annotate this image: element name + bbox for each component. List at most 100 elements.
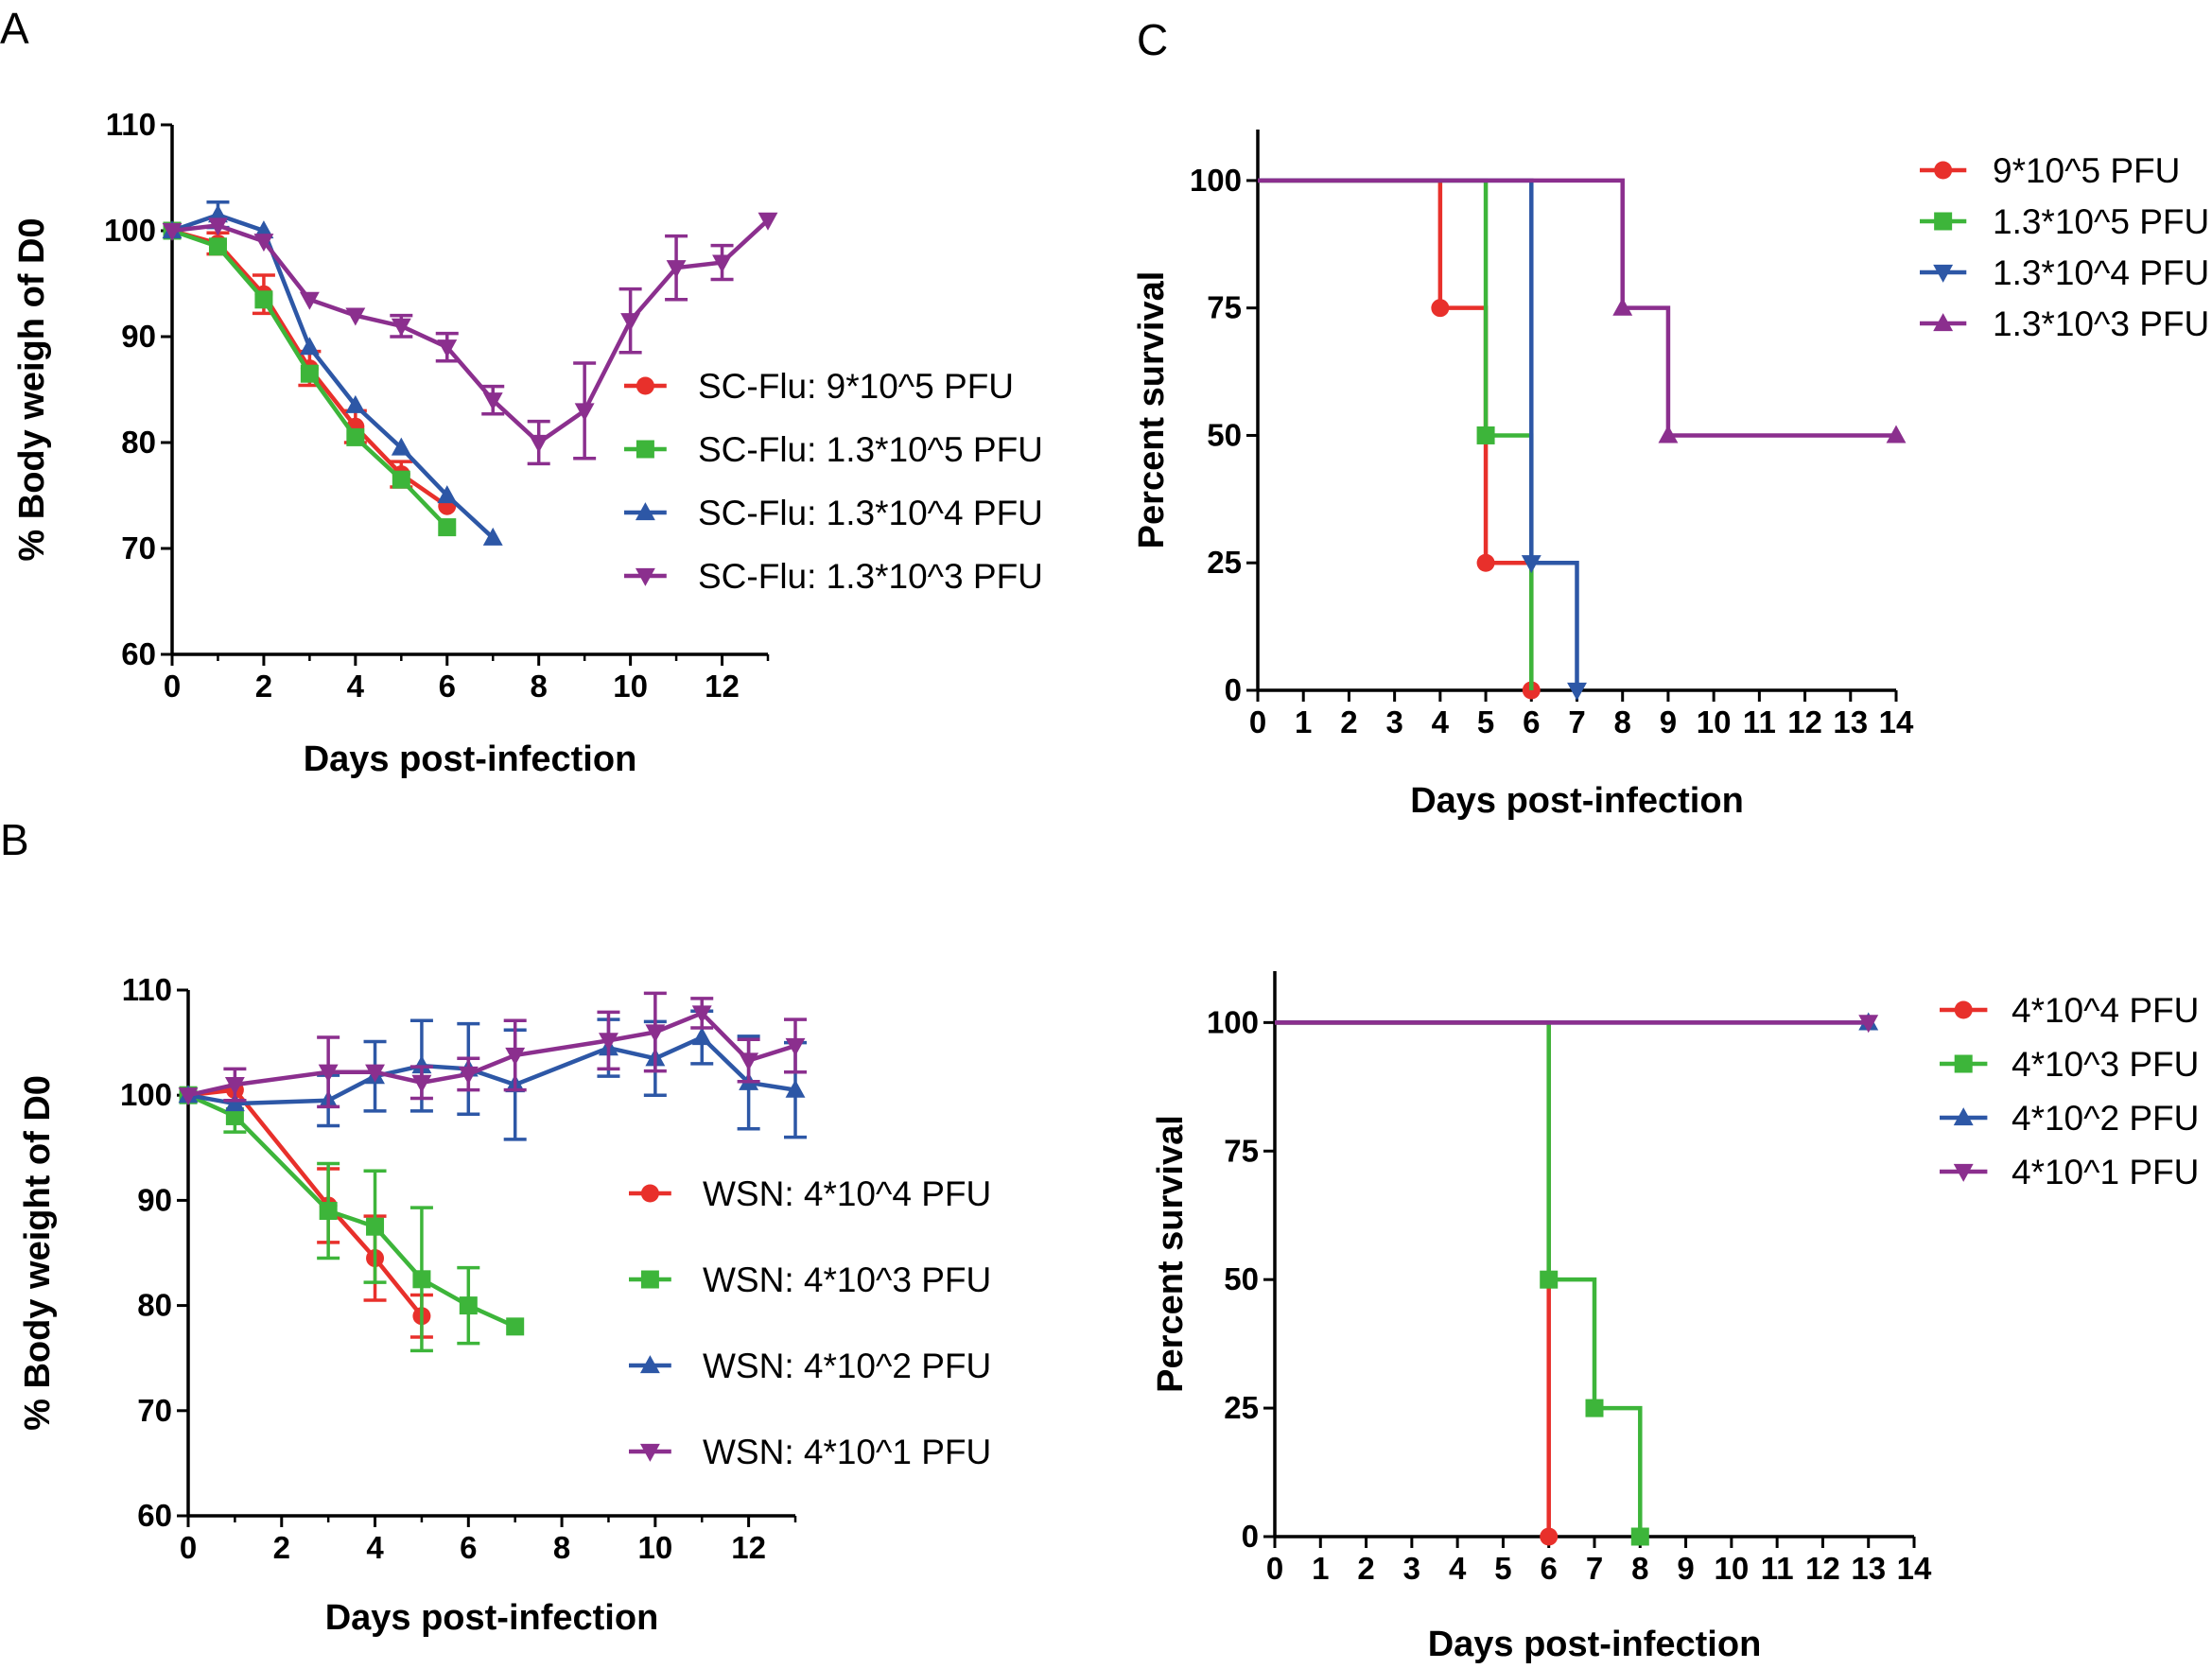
- series-3: [1258, 178, 1907, 443]
- x-tick-label: 5: [1494, 1551, 1511, 1586]
- data-point: [785, 1037, 806, 1056]
- y-axis-title: Percent survival: [1132, 271, 1172, 549]
- series-1: [1275, 1020, 1649, 1546]
- y-tick-label: 50: [1207, 417, 1242, 452]
- x-tick-label: 1: [1295, 704, 1312, 739]
- panel-letter-a: A: [0, 4, 29, 53]
- x-tick-label: 8: [1614, 704, 1631, 739]
- data-point: [299, 337, 320, 356]
- data-point: [1630, 1527, 1649, 1546]
- x-tick-label: 2: [273, 1530, 290, 1565]
- data-point: [1431, 299, 1450, 318]
- y-tick-label: 110: [122, 972, 172, 1007]
- y-tick-label: 100: [1207, 1004, 1259, 1039]
- legend-item-2: 1.3*10^4 PFU: [1920, 253, 2209, 292]
- x-tick-label: 10: [637, 1530, 672, 1565]
- x-tick-label: 9: [1677, 1551, 1694, 1586]
- data-point: [458, 1066, 479, 1085]
- data-point: [162, 222, 183, 241]
- legend-marker: [1934, 161, 1953, 180]
- data-point: [208, 217, 228, 236]
- data-point: [505, 1047, 526, 1066]
- data-point: [482, 392, 503, 411]
- chart-b-body-weight-wsn: 60 70 80 90 100 110 0 2 4 6 8 10 12 Days post-infecti…: [18, 972, 991, 1638]
- data-point: [482, 527, 503, 546]
- y-tick-label: 0: [1242, 1519, 1259, 1554]
- legend-label: 1.3*10^5 PFU: [1993, 202, 2209, 241]
- panel-letter-b: B: [0, 815, 29, 864]
- y-tick-label: 80: [121, 425, 156, 460]
- y-tick-label: 70: [137, 1393, 172, 1428]
- data-point: [365, 1064, 385, 1083]
- series-0: [179, 1081, 433, 1339]
- panel-letter-c: C: [1137, 15, 1168, 64]
- y-tick-label: 100: [104, 213, 156, 248]
- data-point: [411, 1055, 432, 1074]
- x-tick-label: 13: [1851, 1551, 1886, 1586]
- x-tick-label: 0: [1249, 704, 1266, 739]
- legend-marker: [1954, 1000, 1973, 1019]
- x-tick-label: 8: [553, 1530, 570, 1565]
- legend-label: WSN: 4*10^4 PFU: [703, 1174, 991, 1213]
- y-tick-label: 110: [106, 107, 156, 142]
- series-3: [162, 212, 778, 466]
- series-line: [187, 1034, 796, 1106]
- y-axis-title: Percent survival: [1151, 1115, 1191, 1393]
- data-point: [739, 1052, 759, 1071]
- y-tick-label: 0: [1225, 672, 1242, 707]
- data-point: [599, 1033, 618, 1052]
- legend-item-3: WSN: 4*10^1 PFU: [629, 1433, 991, 1471]
- survival-step-line: [1275, 1020, 1643, 1537]
- data-point: [299, 291, 320, 310]
- data-point: [1476, 553, 1495, 572]
- data-point: [438, 518, 457, 537]
- legend-marker: [640, 1270, 659, 1289]
- data-point: [346, 427, 365, 446]
- x-axis-title: Days post-infection: [325, 1598, 659, 1638]
- data-point: [1521, 555, 1541, 574]
- data-point: [224, 1093, 245, 1112]
- x-tick-label: 5: [1477, 704, 1494, 739]
- y-axis-title: % Body weigh of D0: [12, 217, 52, 561]
- x-tick-label: 2: [255, 669, 272, 704]
- x-tick-label: 4: [347, 669, 365, 704]
- data-point: [253, 234, 274, 252]
- data-point: [392, 470, 410, 489]
- x-tick-label: 1: [1312, 1551, 1329, 1586]
- data-point: [1886, 425, 1907, 443]
- x-tick-label: 0: [1266, 1551, 1283, 1586]
- x-tick-label: 12: [705, 669, 740, 704]
- data-point: [1540, 1270, 1559, 1289]
- x-tick-label: 8: [531, 669, 548, 704]
- data-point: [459, 1296, 478, 1315]
- y-tick-label: 75: [1224, 1133, 1259, 1168]
- legend-marker: [640, 1184, 659, 1203]
- data-point: [620, 313, 641, 332]
- series-line: [187, 1087, 424, 1318]
- series-2: [178, 1009, 807, 1141]
- data-point: [345, 307, 366, 326]
- series-1: [163, 221, 457, 537]
- legend-item-1: 1.3*10^5 PFU: [1920, 202, 2209, 241]
- x-axis-title: Days post-infection: [1428, 1625, 1762, 1664]
- x-tick-label: 12: [1805, 1551, 1840, 1586]
- x-tick-label: 7: [1568, 704, 1585, 739]
- legend-label: 9*10^5 PFU: [1993, 151, 2180, 190]
- data-point: [645, 1024, 666, 1043]
- legend-label: 4*10^3 PFU: [2012, 1045, 2199, 1084]
- data-point: [691, 1005, 712, 1024]
- data-point: [437, 339, 458, 358]
- legend-item-0: SC-Flu: 9*10^5 PFU: [624, 367, 1014, 406]
- legend-item-2: WSN: 4*10^2 PFU: [629, 1347, 991, 1385]
- data-point: [1612, 297, 1633, 316]
- legend-label: 4*10^4 PFU: [2012, 991, 2199, 1030]
- data-point: [319, 1202, 338, 1221]
- x-tick-label: 4: [366, 1530, 384, 1565]
- data-point: [300, 364, 319, 383]
- x-tick-label: 9: [1660, 704, 1677, 739]
- data-point: [1540, 1527, 1559, 1546]
- x-tick-label: 6: [460, 1530, 477, 1565]
- x-tick-label: 13: [1833, 704, 1868, 739]
